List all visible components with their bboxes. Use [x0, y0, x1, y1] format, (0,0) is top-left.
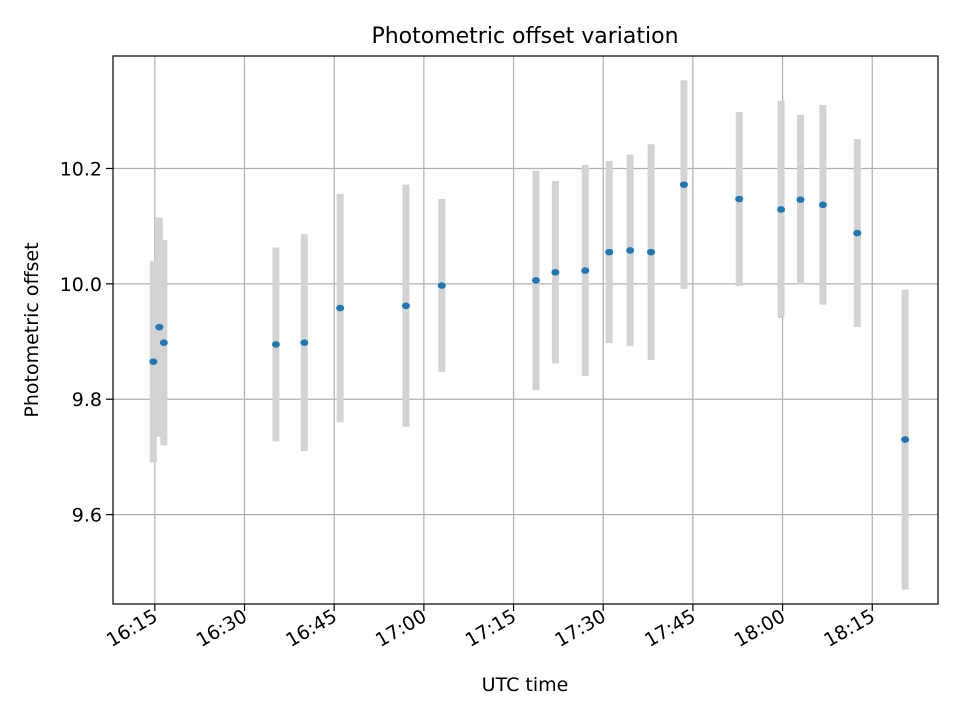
data-point	[300, 339, 309, 346]
data-point	[777, 206, 786, 213]
data-point	[155, 323, 164, 331]
y-tick-label: 10.0	[60, 274, 102, 296]
y-tick-label: 9.8	[72, 389, 102, 411]
data-point	[796, 196, 805, 203]
data-point	[735, 195, 744, 203]
data-point	[551, 269, 560, 276]
data-point	[437, 282, 446, 289]
data-point	[271, 341, 280, 348]
y-axis-ticks: 9.6 9.8 10.0 10.2	[60, 158, 113, 527]
plot-area	[113, 56, 938, 604]
data-point	[581, 267, 590, 274]
data-point	[647, 248, 656, 256]
plot-frame	[112, 55, 939, 605]
data-point	[531, 277, 540, 284]
data-point	[626, 247, 635, 254]
data-point	[401, 302, 410, 310]
data-point	[901, 436, 910, 443]
y-tick-label: 9.6	[72, 505, 102, 527]
y-tick-label: 10.2	[60, 158, 102, 180]
data-point	[336, 304, 345, 312]
data-point	[605, 248, 614, 256]
chart-title: Photometric offset variation	[371, 24, 678, 49]
data-point	[159, 339, 168, 346]
data-point	[679, 181, 688, 188]
data-point	[818, 201, 827, 209]
data-points	[149, 181, 910, 443]
y-axis-label: Photometric offset	[21, 242, 43, 417]
data-point	[853, 229, 862, 237]
data-point	[149, 358, 158, 366]
x-axis-label: UTC time	[482, 674, 569, 696]
